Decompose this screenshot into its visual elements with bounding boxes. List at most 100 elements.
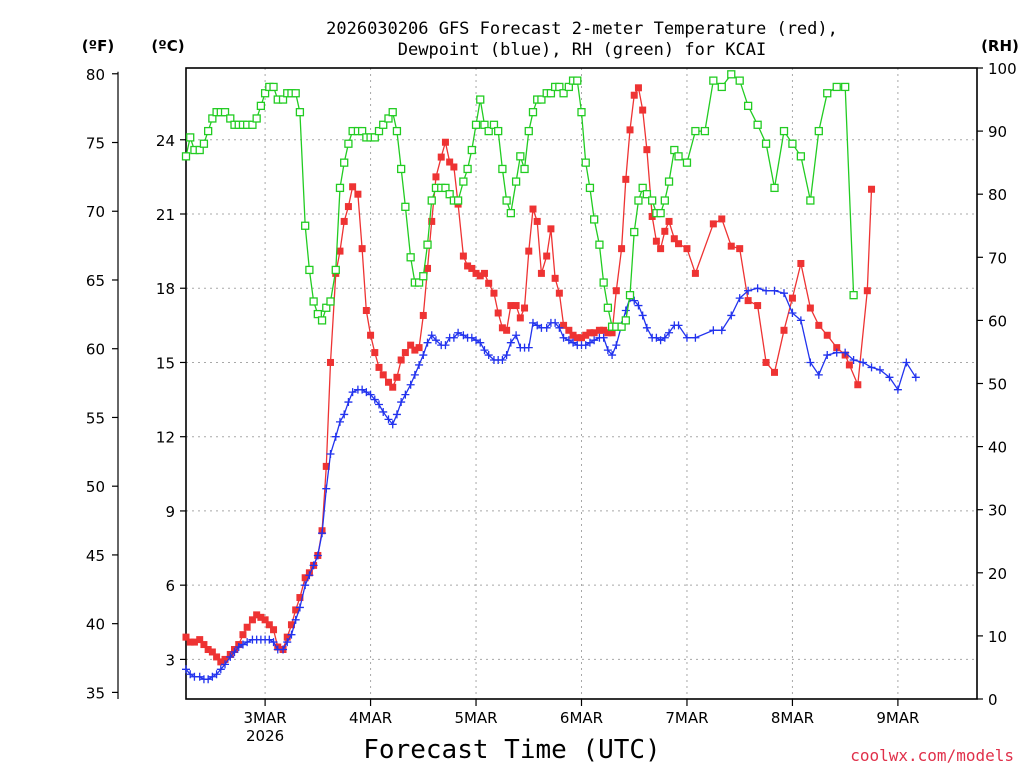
- temperature-point: [200, 641, 208, 649]
- temperature-point: [292, 606, 300, 614]
- dewpoint-point: [621, 306, 630, 315]
- rh-point: [199, 139, 209, 148]
- temperature-point: [643, 146, 651, 154]
- rh-point: [388, 108, 397, 117]
- dewpoint-point: [911, 373, 920, 382]
- dewpoint-point: [415, 360, 424, 369]
- rh-point: [494, 126, 503, 136]
- celsius-tick-label: 12: [156, 429, 175, 447]
- rh-point: [743, 101, 753, 111]
- rh-point: [506, 208, 515, 218]
- dewpoint-point: [569, 338, 578, 347]
- temperature-point: [634, 84, 642, 92]
- rh-point: [753, 120, 762, 129]
- temperature-point: [797, 259, 805, 267]
- temperature-point: [648, 212, 656, 220]
- temperature-point: [630, 91, 638, 99]
- celsius-tick-label: 21: [156, 206, 175, 224]
- rh-point: [498, 164, 507, 174]
- rh-point: [664, 177, 674, 186]
- rh-point: [317, 316, 327, 325]
- rh-point: [559, 89, 568, 98]
- temperature-point: [569, 331, 577, 339]
- temperature-point: [661, 227, 669, 235]
- dewpoint-point: [216, 665, 225, 674]
- rh-tick-label: 30: [988, 502, 1007, 520]
- dewpoint-point: [322, 484, 331, 493]
- rh-point: [181, 152, 191, 161]
- dewpoint-point: [459, 331, 468, 340]
- temperature-point: [590, 329, 598, 337]
- rh-point: [203, 126, 213, 136]
- series-rh: [181, 70, 858, 331]
- x-tick-label: 6MAR: [560, 709, 603, 727]
- rh-point: [546, 89, 556, 98]
- fahrenheit-tick-label: 60: [86, 341, 105, 359]
- dewpoint-point: [753, 284, 762, 293]
- dewpoint-point: [366, 390, 375, 399]
- temperature-point: [296, 594, 304, 602]
- temperature-point: [485, 279, 493, 287]
- temperature-point: [863, 287, 871, 295]
- temperature-point: [441, 138, 449, 146]
- rh-point: [392, 126, 402, 136]
- fahrenheit-unit-label: (ºF): [82, 37, 114, 55]
- temperature-point: [845, 361, 853, 369]
- temperature-point: [560, 321, 568, 329]
- temperature-point: [762, 358, 770, 366]
- temperature-point: [727, 242, 735, 250]
- temperature-point: [411, 346, 419, 354]
- rh-tick-label: 90: [988, 123, 1007, 141]
- temperature-point: [604, 329, 612, 337]
- dewpoint-point: [788, 308, 797, 317]
- rh-point: [660, 196, 669, 205]
- dewpoint-point: [318, 529, 327, 538]
- fahrenheit-tick-label: 40: [86, 616, 105, 634]
- temperature-point: [384, 378, 392, 386]
- temperature-point: [683, 245, 691, 253]
- dewpoint-point: [427, 331, 436, 340]
- rh-point: [670, 145, 679, 155]
- dewpoint-point: [542, 323, 551, 332]
- rh-point: [260, 89, 270, 98]
- temperature-point: [833, 344, 841, 352]
- temperature-point: [379, 371, 387, 379]
- dewpoint-point: [335, 417, 344, 426]
- dewpoint-point: [348, 388, 357, 397]
- temperature-point: [573, 334, 581, 342]
- temperature-point: [221, 655, 229, 663]
- rh-point: [520, 164, 529, 174]
- dewpoint-point: [423, 338, 432, 347]
- temperature-point: [464, 262, 472, 270]
- temperature-point: [507, 302, 515, 310]
- temperature-point: [665, 217, 673, 225]
- temperature-point: [322, 462, 330, 470]
- temperature-point: [525, 247, 533, 255]
- dewpoint-point: [291, 615, 300, 624]
- temperature-point: [450, 163, 458, 171]
- dewpoint-point: [832, 348, 841, 357]
- rh-point: [379, 120, 388, 129]
- temperature-point: [565, 326, 573, 334]
- dewpoint-point: [208, 672, 217, 681]
- dewpoint-point: [498, 355, 507, 364]
- fahrenheit-tick-label: 45: [86, 547, 105, 565]
- temperature-point: [476, 272, 484, 280]
- temperature-point: [815, 321, 823, 329]
- temperature-point: [595, 326, 603, 334]
- rh-point: [761, 139, 771, 148]
- temperature-point: [265, 621, 273, 629]
- dewpoint-point: [269, 638, 278, 647]
- rh-point: [335, 183, 345, 193]
- temperature-point: [854, 381, 862, 389]
- temperature-point: [718, 215, 726, 223]
- temperature-point: [806, 304, 814, 312]
- dewpoint-point: [195, 672, 204, 681]
- dewpoint-point: [467, 333, 476, 342]
- temperature-point: [578, 334, 585, 342]
- rh-point: [528, 108, 538, 117]
- rh-point: [476, 95, 485, 104]
- rh-point: [419, 272, 428, 281]
- rh-point: [427, 196, 436, 205]
- rh-tick-label: 60: [988, 312, 1007, 330]
